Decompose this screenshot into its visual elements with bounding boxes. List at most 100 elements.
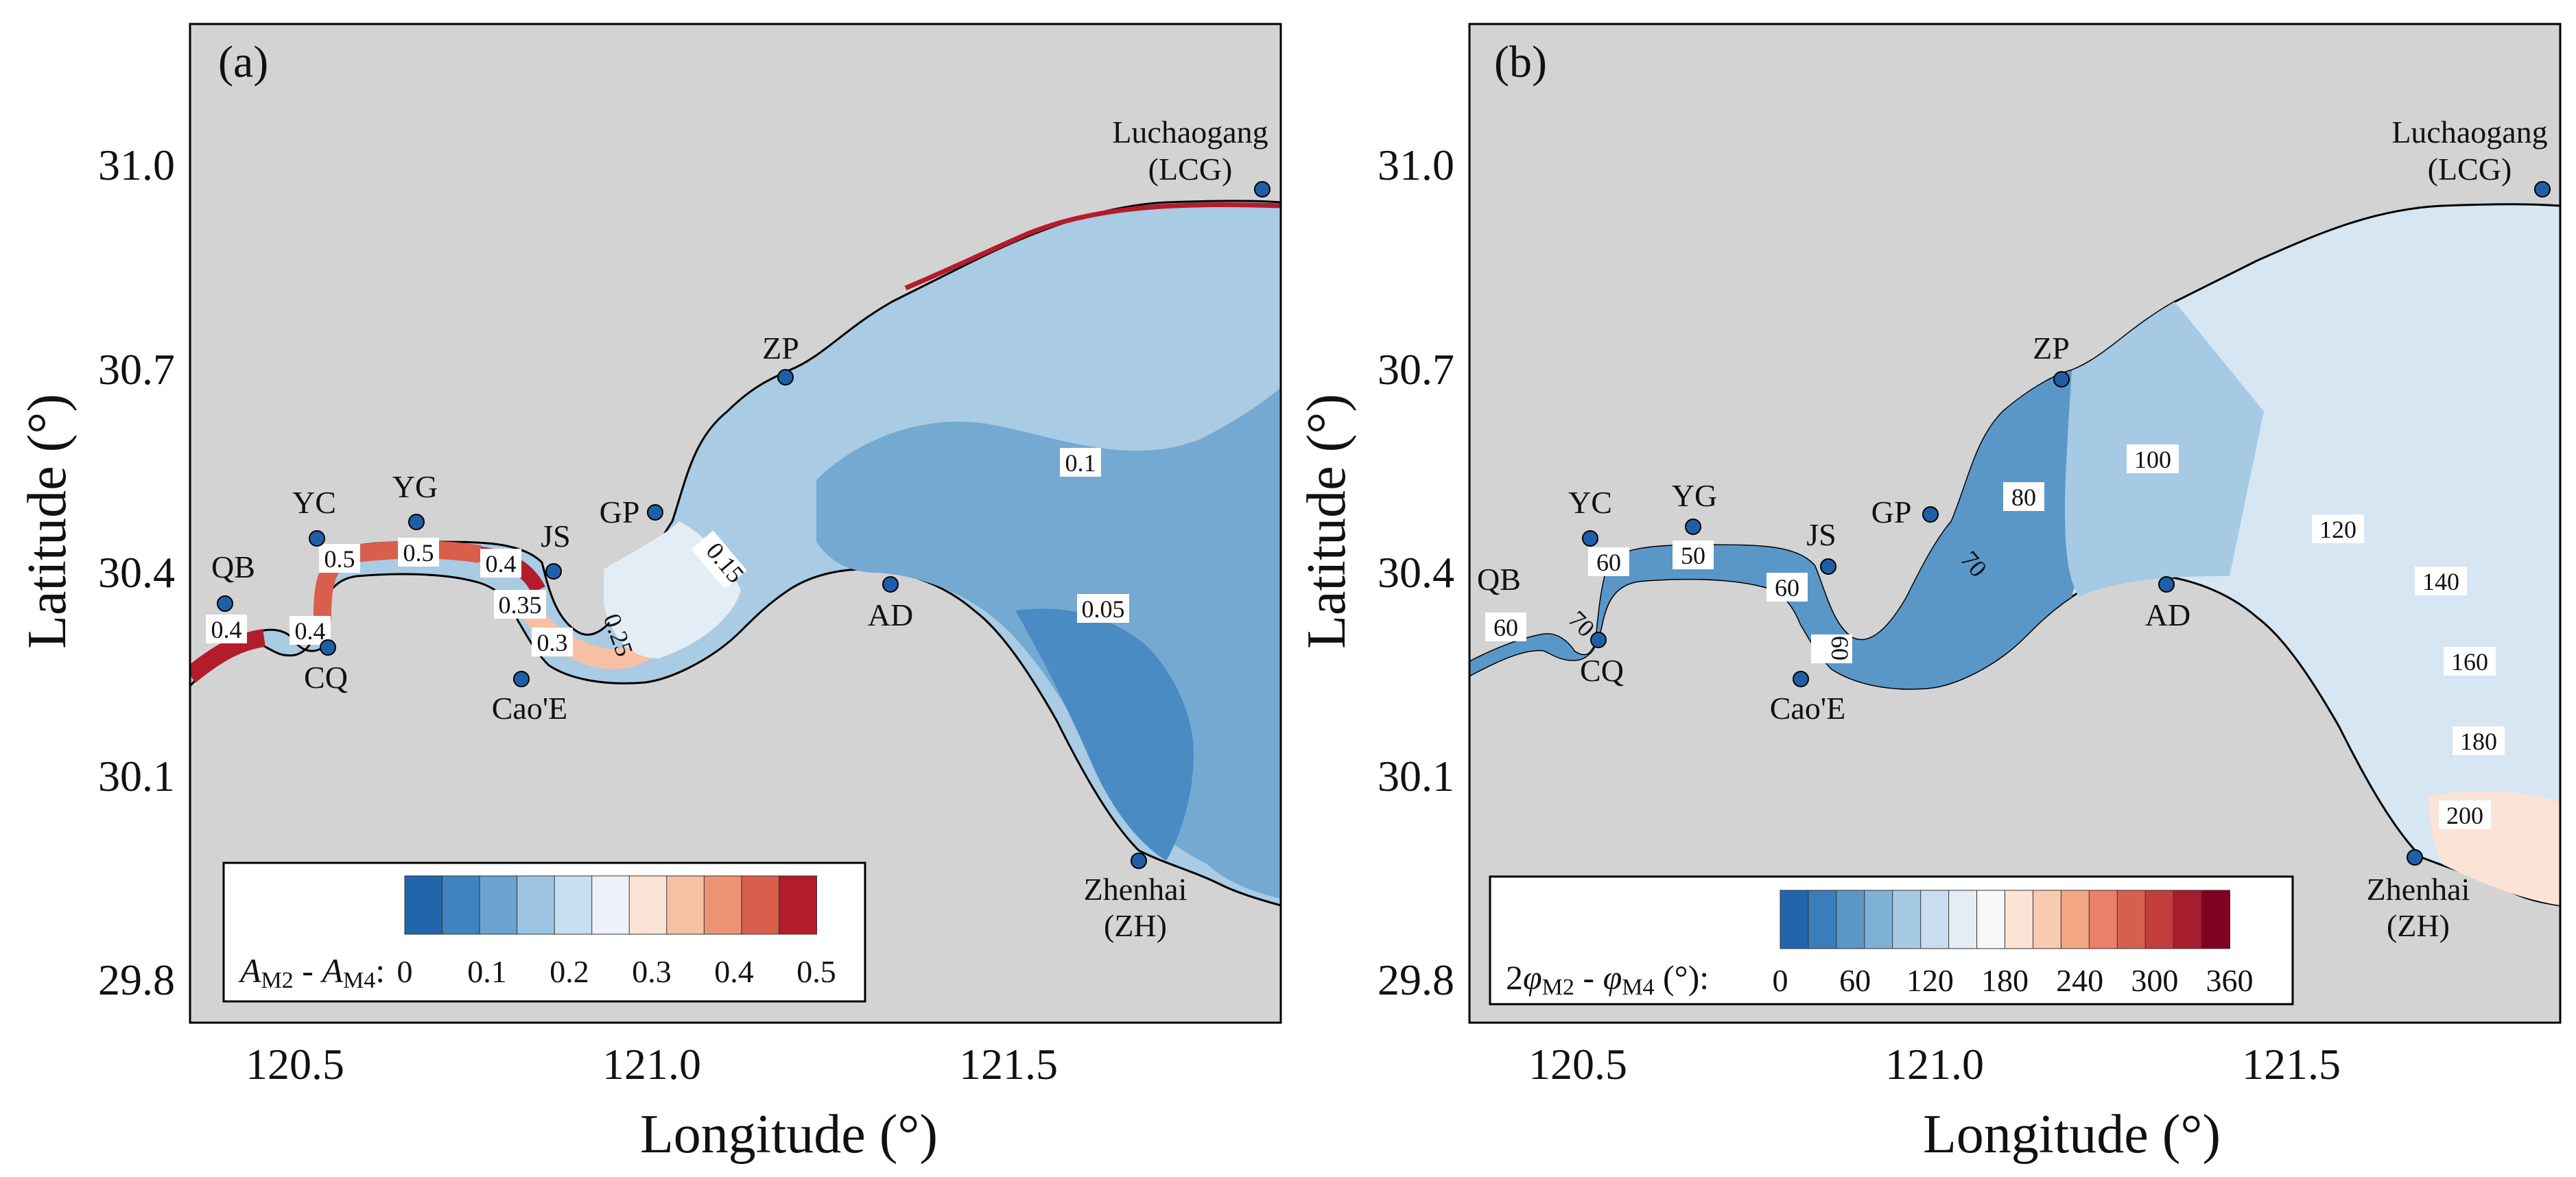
contour-label: 60 [1766, 573, 1808, 602]
site-label: Cao'E [492, 691, 568, 726]
colorbar-tick-label: 0.1 [467, 954, 507, 989]
colorbar-tick-label: 0 [397, 954, 413, 989]
svg-text:0.4: 0.4 [295, 617, 326, 645]
svg-text:160: 160 [2451, 648, 2488, 676]
site-label: CQ [1580, 653, 1624, 688]
svg-text:60: 60 [1596, 549, 1621, 576]
x-axis: 120.5 121.0 121.5 Longitude (°) [1528, 1040, 2341, 1165]
svg-text:200: 200 [2446, 802, 2483, 829]
colorbar-swatch [2088, 890, 2118, 949]
y-tick-label: 30.7 [98, 345, 175, 394]
site-marker-zh [1131, 853, 1147, 869]
contour-labels: 0.4 0.5 0.5 0.4 0.4 0.35 0.3 0.25 0.15 0… [206, 448, 1129, 660]
sites: QB YC CQ YG JS Cao'E GP ZP AD Luchaogang… [211, 115, 1271, 943]
colorbar-swatch [1948, 890, 1978, 949]
svg-text:0.5: 0.5 [324, 545, 355, 573]
site-marker-ad [882, 576, 899, 593]
x-tick-label: 121.0 [1885, 1040, 1984, 1089]
colorbar-title: AM2 - AM4: [238, 951, 385, 993]
svg-text:180: 180 [2460, 728, 2497, 755]
site-label: QB [211, 549, 255, 584]
colorbar-swatch [1976, 890, 2006, 949]
panel-label: (a) [218, 37, 268, 87]
site-label: JS [1806, 517, 1836, 552]
site-marker-gp [647, 504, 663, 521]
site-marker-yg [408, 514, 425, 530]
site-label: AD [868, 597, 913, 632]
colorbar-swatch [1780, 890, 1809, 949]
colorbar-swatches [404, 875, 818, 935]
site-label: AD [2145, 597, 2190, 632]
contour-label: 180 [2453, 726, 2505, 755]
y-tick-label: 30.1 [1378, 752, 1454, 800]
panel-label: (b) [1494, 37, 1547, 87]
site-label: YC [292, 485, 336, 520]
svg-text:80: 80 [2011, 484, 2036, 511]
colorbar-tick-label: 0 [1773, 963, 1788, 998]
y-axis-title: Latitude (°) [17, 394, 78, 649]
colorbar-swatch [1836, 890, 1865, 949]
contour-label: 60 [1811, 634, 1854, 663]
contour-label: 0.35 [494, 590, 546, 619]
x-tick-label: 121.5 [2242, 1040, 2341, 1089]
site-label: QB [1477, 562, 1521, 597]
site-marker-ad [2158, 576, 2175, 593]
y-tick-label: 30.7 [1378, 345, 1454, 394]
colorbar-swatch [741, 875, 780, 935]
colorbar-swatch [1864, 890, 1893, 949]
panel-b: (b) 31.0 30.7 30.4 30.1 29.8 Latitude (°… [1297, 23, 2562, 1165]
colorbar-swatches [1780, 890, 2230, 949]
colorbar-swatch [2144, 890, 2175, 949]
site-marker-yc [309, 530, 325, 547]
site-marker-gp [1922, 506, 1939, 523]
colorbar-swatch [666, 875, 705, 935]
site-label: ZP [762, 331, 799, 366]
site-label: ZP [2033, 331, 2070, 366]
colorbar-tick-label: 180 [1981, 963, 2029, 998]
colorbar-swatch [404, 875, 443, 935]
site-label: GP [1871, 495, 1912, 530]
svg-text:0.1: 0.1 [1065, 449, 1096, 477]
sites: QB YC CQ YG JS Cao'E GP ZP AD Luchaogang… [1477, 115, 2551, 943]
colorbar-tick-label: 300 [2131, 963, 2178, 998]
colorbar-tick-label: 240 [2056, 963, 2103, 998]
colorbar-swatch [554, 875, 593, 935]
site-label-sub: (ZH) [1104, 908, 1167, 943]
site-marker-js [545, 563, 562, 580]
colorbar-tick-label: 0.5 [796, 954, 836, 989]
colorbar-b: 0 60 120 180 240 300 360 2φM2 - φM4 (°): [1489, 875, 2294, 1006]
colorbar-tick-label: 0.4 [714, 954, 754, 989]
contour-label: 0.4 [206, 615, 247, 643]
x-tick-label: 120.5 [246, 1040, 344, 1089]
colorbar-tick-label: 360 [2206, 963, 2254, 998]
y-tick-label: 31.0 [98, 141, 175, 189]
colorbar-swatch [2005, 890, 2034, 949]
colorbar-swatch [2201, 890, 2230, 949]
site-marker-caoe [1793, 671, 1809, 687]
y-tick-label: 31.0 [1378, 141, 1454, 189]
site-label: Cao'E [1770, 691, 1846, 726]
river-warm-band [190, 629, 266, 683]
contour-labels: 60 70 60 50 60 60 70 80 100 120 140 160 … [1485, 444, 2505, 829]
site-marker-cq [1590, 632, 1607, 648]
contour-label: 200 [2439, 800, 2491, 829]
svg-text:120: 120 [2319, 516, 2356, 543]
svg-text:50: 50 [1681, 542, 1705, 569]
contour-label: 0.1 [1060, 448, 1101, 477]
site-label-sub: (LCG) [1148, 152, 1233, 187]
contour-label: 80 [2003, 482, 2044, 511]
site-label: Zhenhai [2367, 872, 2470, 907]
site-label-sub: (LCG) [2428, 152, 2512, 187]
contour-label: 100 [2127, 444, 2179, 473]
site-label: JS [541, 519, 570, 554]
site-marker-lcg [2534, 181, 2551, 198]
colorbar-a: 0 0.1 0.2 0.3 0.4 0.5 AM2 - AM4: [222, 861, 866, 1003]
colorbar-swatch [1808, 890, 1837, 949]
x-tick-label: 121.0 [602, 1040, 701, 1089]
site-marker-zh [2407, 849, 2423, 866]
y-tick-label: 29.8 [98, 955, 175, 1004]
contour-label: 0.3 [532, 628, 573, 656]
plot-frame [189, 23, 1282, 1024]
river-dark-band [1469, 370, 2113, 689]
